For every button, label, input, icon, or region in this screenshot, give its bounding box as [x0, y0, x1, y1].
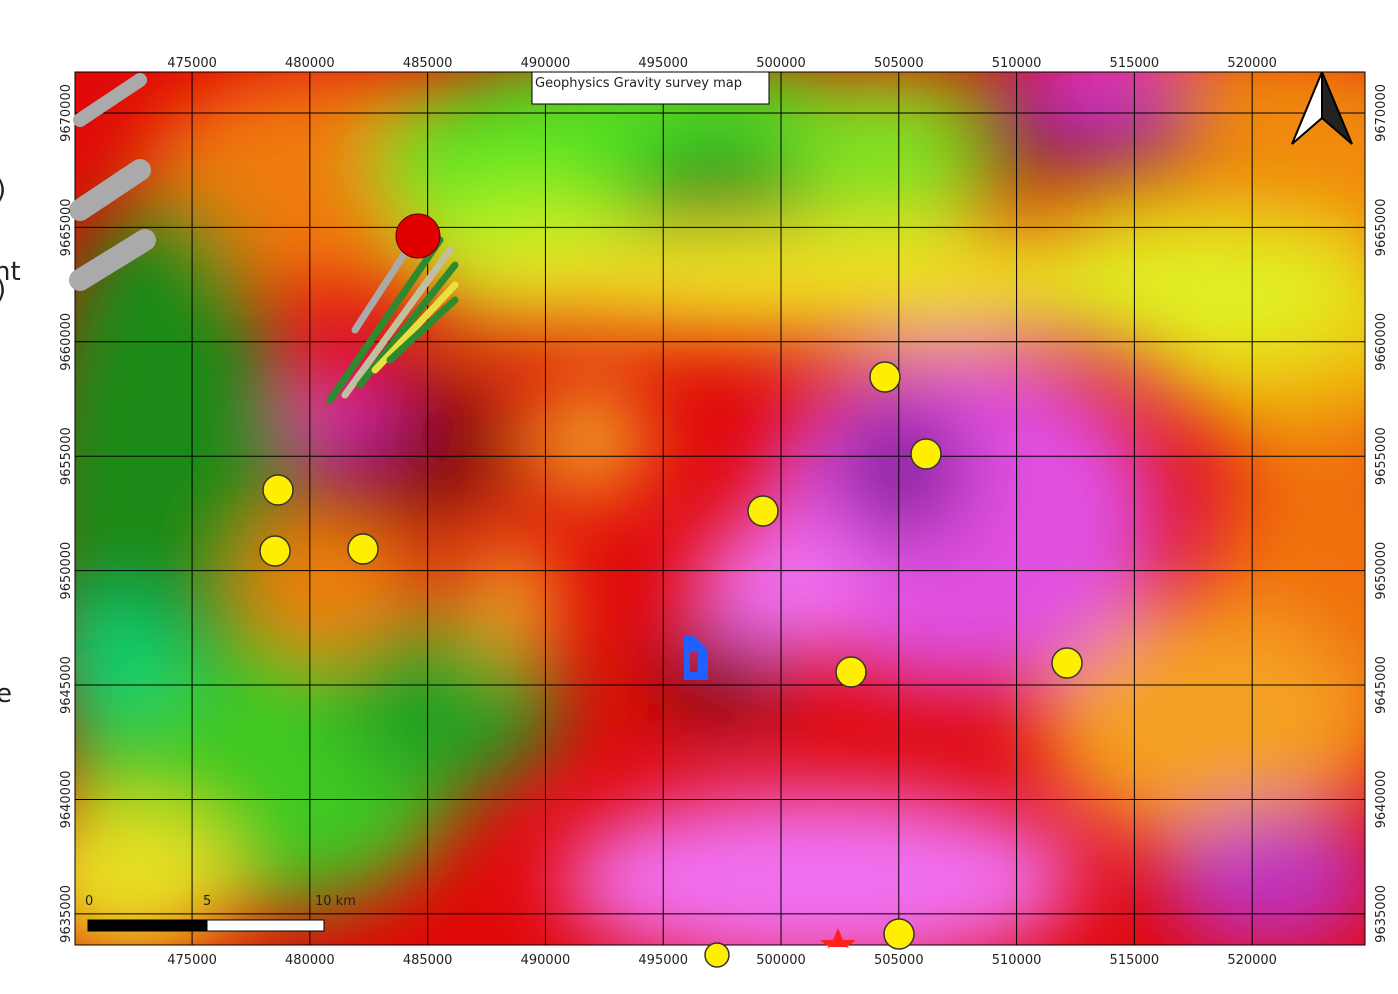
x-tick-label: 510000 [992, 953, 1042, 968]
x-tick-label: 520000 [1227, 953, 1277, 968]
scale-label: 10 km [315, 894, 356, 909]
cut-text: e [0, 679, 12, 709]
station [883, 918, 915, 950]
y-tick-label: 9650000 [1374, 542, 1389, 600]
x-tick-label: 475000 [167, 56, 217, 71]
station [704, 942, 730, 968]
station [262, 474, 294, 506]
y-tick-label: 9640000 [59, 771, 74, 829]
x-tick-label: 520000 [1227, 56, 1277, 71]
x-tick-label: 505000 [874, 953, 924, 968]
x-tick-label: 500000 [756, 953, 806, 968]
target [395, 213, 441, 259]
x-tick-label: 490000 [521, 56, 571, 71]
cut-text: nt [0, 257, 21, 287]
survey-points [259, 361, 1083, 968]
x-tick-label: 475000 [167, 953, 217, 968]
x-tick-label: 500000 [756, 56, 806, 71]
star-marker [820, 928, 856, 948]
scale-label: 0 [85, 894, 93, 909]
y-tick-label: 9660000 [59, 313, 74, 371]
y-tick-label: 9655000 [1374, 427, 1389, 485]
y-tick-label: 9665000 [59, 198, 74, 256]
drill-lines [69, 73, 459, 404]
station [869, 361, 901, 393]
scale-bar: 0 5 10 km [85, 894, 356, 932]
station [747, 495, 779, 527]
north-arrow [1291, 71, 1353, 145]
x-tick-label: 505000 [874, 56, 924, 71]
x-tick-label: 510000 [992, 56, 1042, 71]
x-tick-label: 515000 [1110, 56, 1160, 71]
y-tick-label: 9665000 [1374, 198, 1389, 256]
x-tick-label: 490000 [521, 953, 571, 968]
station [1051, 647, 1083, 679]
title-box [531, 71, 770, 105]
y-tick-label: 9650000 [59, 542, 74, 600]
station [835, 656, 867, 688]
y-tick-label: 9670000 [1374, 84, 1389, 142]
y-tick-label: 9670000 [59, 84, 74, 142]
x-tick-label: 480000 [285, 953, 335, 968]
map-title: Geophysics Gravity survey map [535, 76, 742, 91]
coordinate-grid [75, 72, 1365, 945]
y-tick-label: 9635000 [59, 885, 74, 943]
y-tick-label: 9635000 [1374, 885, 1389, 943]
outline-block [684, 636, 708, 680]
x-tick-label: 495000 [638, 953, 688, 968]
cut-text: ) [0, 275, 6, 305]
scale-label: 5 [203, 894, 211, 909]
y-tick-label: 9660000 [1374, 313, 1389, 371]
x-tick-label: 495000 [638, 56, 688, 71]
x-tick-label: 480000 [285, 56, 335, 71]
station [347, 533, 379, 565]
cut-text: ) [0, 175, 6, 205]
y-tick-label: 9645000 [1374, 656, 1389, 714]
station [259, 535, 291, 567]
y-tick-label: 9645000 [59, 656, 74, 714]
gravity-heatmap [75, 72, 1365, 945]
x-tick-label: 485000 [403, 953, 453, 968]
x-tick-label: 515000 [1110, 953, 1160, 968]
station [910, 438, 942, 470]
y-tick-label: 9655000 [59, 427, 74, 485]
x-tick-label: 485000 [403, 56, 453, 71]
y-tick-label: 9640000 [1374, 771, 1389, 829]
